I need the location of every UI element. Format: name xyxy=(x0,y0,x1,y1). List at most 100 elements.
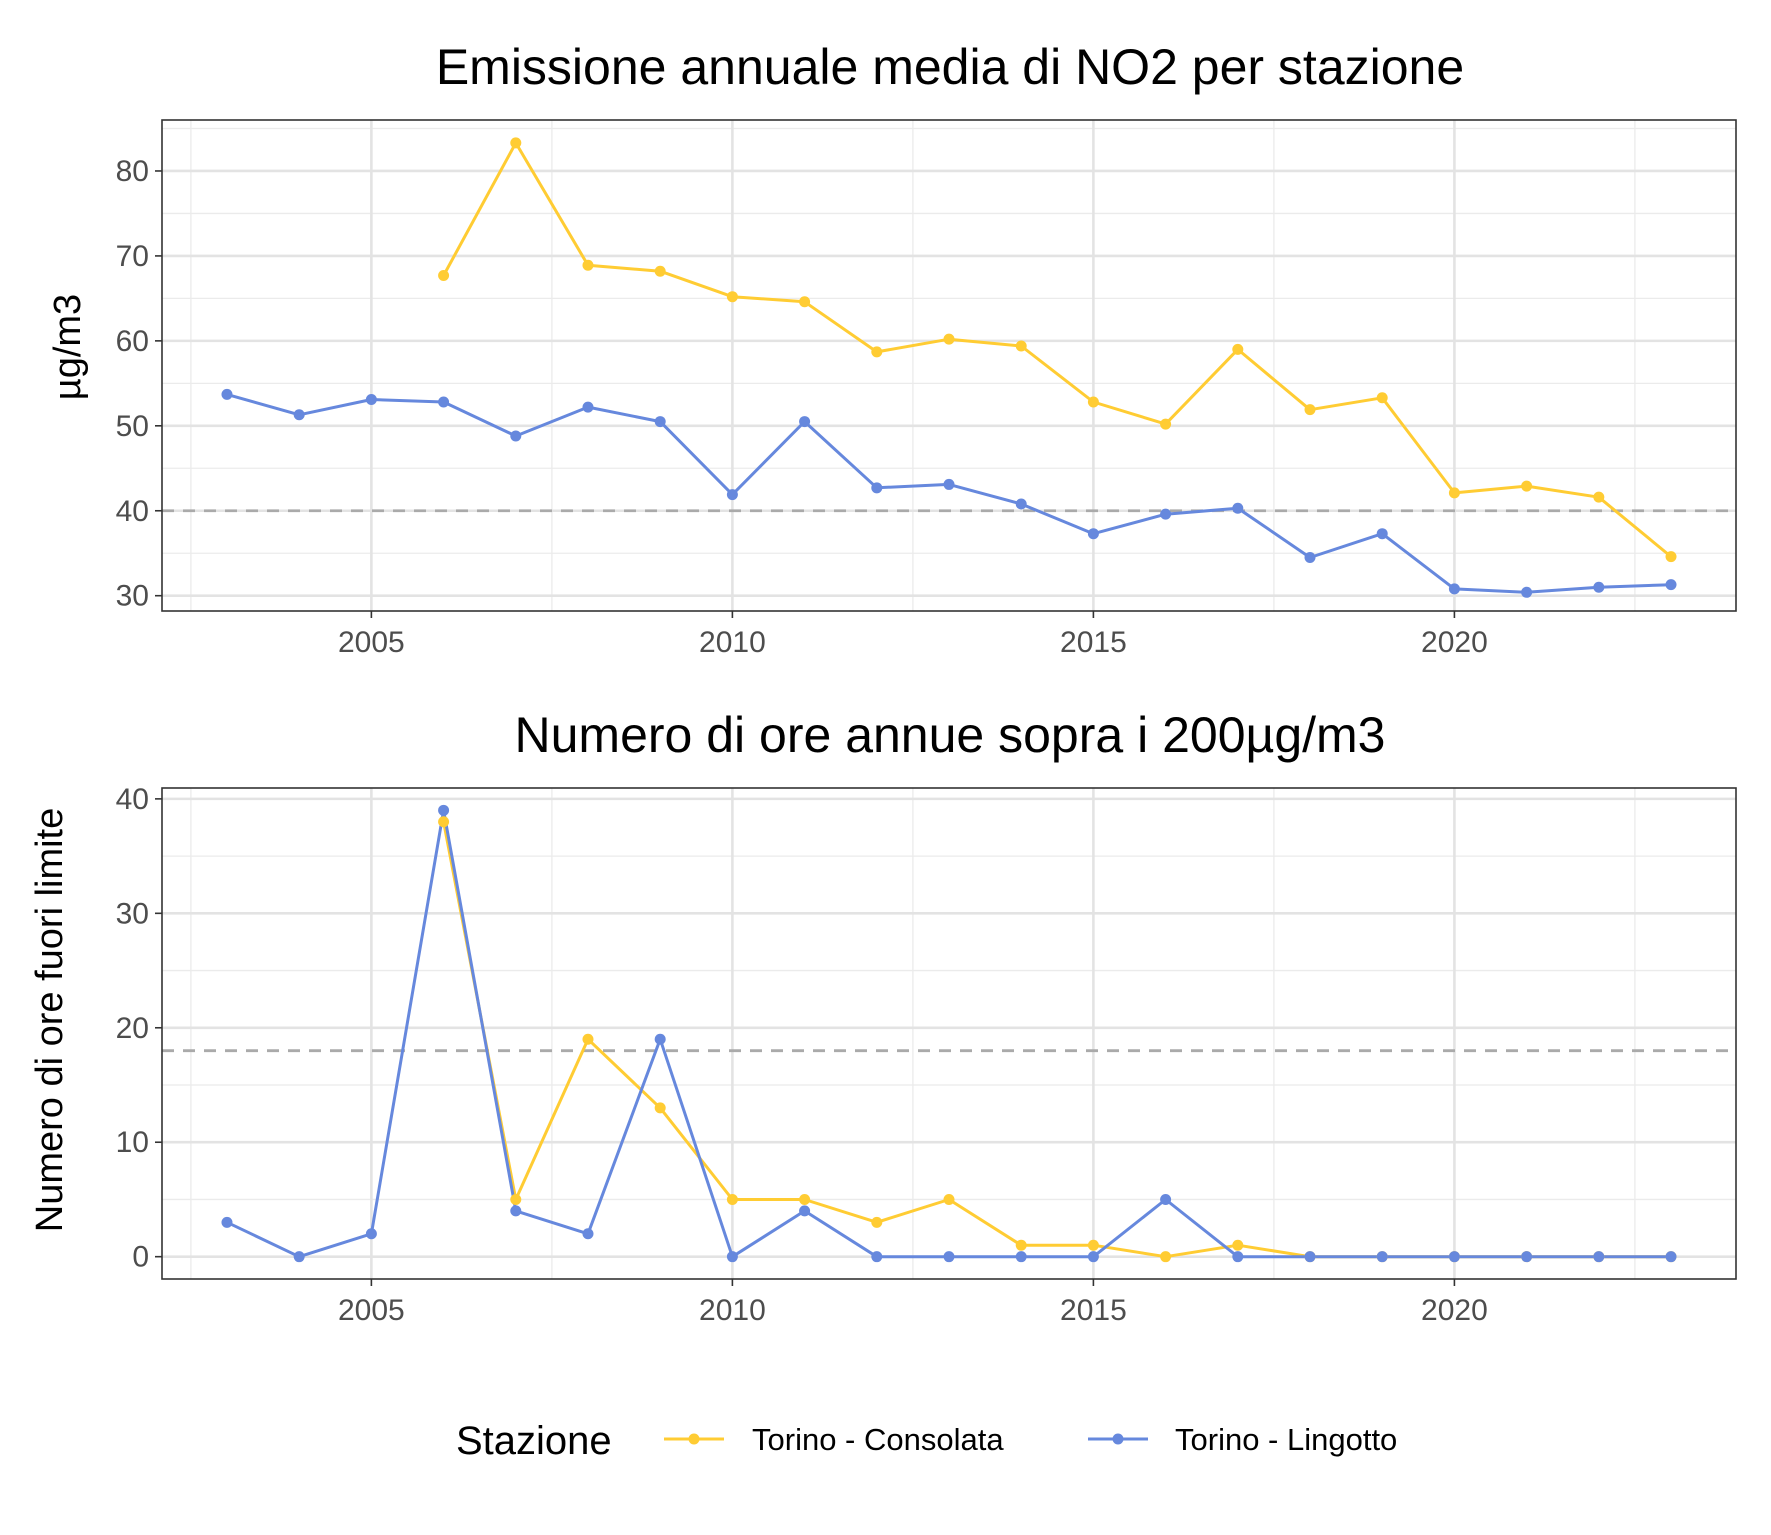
data-point-series-1 xyxy=(726,489,738,501)
y-tick-label: 20 xyxy=(116,1012,149,1045)
data-point-series-0 xyxy=(582,259,594,271)
y-tick-label: 80 xyxy=(116,155,149,188)
data-point-series-1 xyxy=(1304,551,1316,563)
data-point-series-0 xyxy=(1232,343,1244,355)
data-point-series-1 xyxy=(1376,528,1388,540)
data-point-series-1 xyxy=(438,804,450,816)
data-point-series-1 xyxy=(1232,502,1244,514)
data-point-series-1 xyxy=(1087,528,1099,540)
y-tick-label: 10 xyxy=(116,1126,149,1159)
data-point-series-0 xyxy=(582,1033,594,1045)
y-tick-label: 40 xyxy=(116,495,149,528)
x-tick-label: 2020 xyxy=(1421,1294,1488,1327)
legend-title: Stazione xyxy=(456,1419,612,1463)
data-point-series-1 xyxy=(293,1251,305,1263)
data-point-series-0 xyxy=(871,1216,883,1228)
data-point-series-1 xyxy=(1665,1251,1677,1263)
data-point-series-1 xyxy=(1087,1251,1099,1263)
data-point-series-1 xyxy=(510,430,522,442)
plot-background xyxy=(162,120,1736,611)
y-tick-label: 60 xyxy=(116,325,149,358)
legend: Stazione Torino - Consolata Torino - Lin… xyxy=(456,1419,1397,1463)
data-point-series-1 xyxy=(1521,586,1533,598)
data-point-series-1 xyxy=(1521,1251,1533,1263)
y-tick-label: 50 xyxy=(116,410,149,443)
data-point-series-1 xyxy=(1376,1251,1388,1263)
plot-background xyxy=(162,788,1736,1279)
data-point-series-1 xyxy=(799,416,811,428)
data-point-series-0 xyxy=(1087,1239,1099,1251)
series-line-0 xyxy=(442,141,1672,558)
data-point-series-1 xyxy=(438,396,450,408)
x-tick-label: 2010 xyxy=(699,626,766,659)
x-tick-label: 2005 xyxy=(338,1294,405,1327)
data-point-series-1 xyxy=(1593,1251,1605,1263)
data-point-series-1 xyxy=(1304,1251,1316,1263)
data-point-series-0 xyxy=(943,333,955,345)
data-point-series-0 xyxy=(1448,487,1460,499)
y-tick-label: 0 xyxy=(132,1241,149,1274)
data-point-series-0 xyxy=(1521,480,1533,492)
data-point-series-0 xyxy=(654,265,666,277)
data-point-series-1 xyxy=(871,1251,883,1263)
plot-border xyxy=(161,119,1737,612)
legend-item-lingotto: Torino - Lingotto xyxy=(1088,1422,1397,1457)
data-point-series-1 xyxy=(1448,583,1460,595)
data-point-series-0 xyxy=(1232,1239,1244,1251)
x-tick-label: 2020 xyxy=(1421,626,1488,659)
y-tick-label: 30 xyxy=(116,580,149,613)
data-point-series-1 xyxy=(365,1228,377,1240)
y-tick-label: 40 xyxy=(116,783,149,816)
plot-border xyxy=(161,787,1737,1280)
y-axis-title: Numero di ore fuori limite xyxy=(29,808,71,1232)
legend-key-point xyxy=(688,1433,700,1445)
data-point-series-0 xyxy=(510,137,522,149)
data-point-series-1 xyxy=(943,1251,955,1263)
data-point-series-0 xyxy=(510,1193,522,1205)
data-point-series-0 xyxy=(943,1193,955,1205)
data-point-series-0 xyxy=(1087,396,1099,408)
data-point-series-0 xyxy=(438,816,450,828)
data-point-series-1 xyxy=(582,1228,594,1240)
x-tick-label: 2015 xyxy=(1060,626,1127,659)
data-point-series-0 xyxy=(1015,1239,1027,1251)
data-point-series-1 xyxy=(293,409,305,421)
data-point-series-0 xyxy=(726,1193,738,1205)
data-point-series-1 xyxy=(1160,508,1172,520)
data-point-series-1 xyxy=(1665,579,1677,591)
data-point-series-1 xyxy=(1232,1251,1244,1263)
y-axis-title: µg/m3 xyxy=(47,294,89,400)
data-point-series-0 xyxy=(871,346,883,358)
data-point-series-0 xyxy=(1376,392,1388,404)
data-point-series-1 xyxy=(799,1205,811,1217)
data-point-series-1 xyxy=(654,1033,666,1045)
data-point-series-0 xyxy=(726,291,738,303)
legend-label: Torino - Consolata xyxy=(752,1422,1004,1457)
data-point-series-0 xyxy=(799,296,811,308)
data-point-series-1 xyxy=(1160,1193,1172,1205)
data-point-series-1 xyxy=(510,1205,522,1217)
data-point-series-1 xyxy=(726,1251,738,1263)
data-point-series-0 xyxy=(1593,491,1605,503)
data-point-series-0 xyxy=(438,269,450,281)
data-point-series-1 xyxy=(365,393,377,405)
data-point-series-1 xyxy=(1015,498,1027,510)
data-point-series-1 xyxy=(582,401,594,413)
chart-title: Emissione annuale media di NO2 per stazi… xyxy=(436,39,1464,95)
data-point-series-0 xyxy=(799,1193,811,1205)
data-point-series-1 xyxy=(1015,1251,1027,1263)
data-point-series-1 xyxy=(1448,1251,1460,1263)
y-tick-label: 70 xyxy=(116,240,149,273)
data-point-series-1 xyxy=(221,1216,233,1228)
data-point-series-0 xyxy=(1160,418,1172,430)
data-point-series-0 xyxy=(1304,404,1316,416)
data-point-series-1 xyxy=(654,416,666,428)
chart-panel-no2-mean: Emissione annuale media di NO2 per stazi… xyxy=(47,39,1737,659)
x-tick-label: 2010 xyxy=(699,1294,766,1327)
data-point-series-1 xyxy=(221,388,233,400)
legend-label: Torino - Lingotto xyxy=(1175,1422,1397,1457)
data-point-series-0 xyxy=(1160,1251,1172,1263)
chart-panel-hours-over-limit: Numero di ore annue sopra i 200µg/m3 Num… xyxy=(29,707,1737,1327)
data-point-series-1 xyxy=(871,482,883,494)
